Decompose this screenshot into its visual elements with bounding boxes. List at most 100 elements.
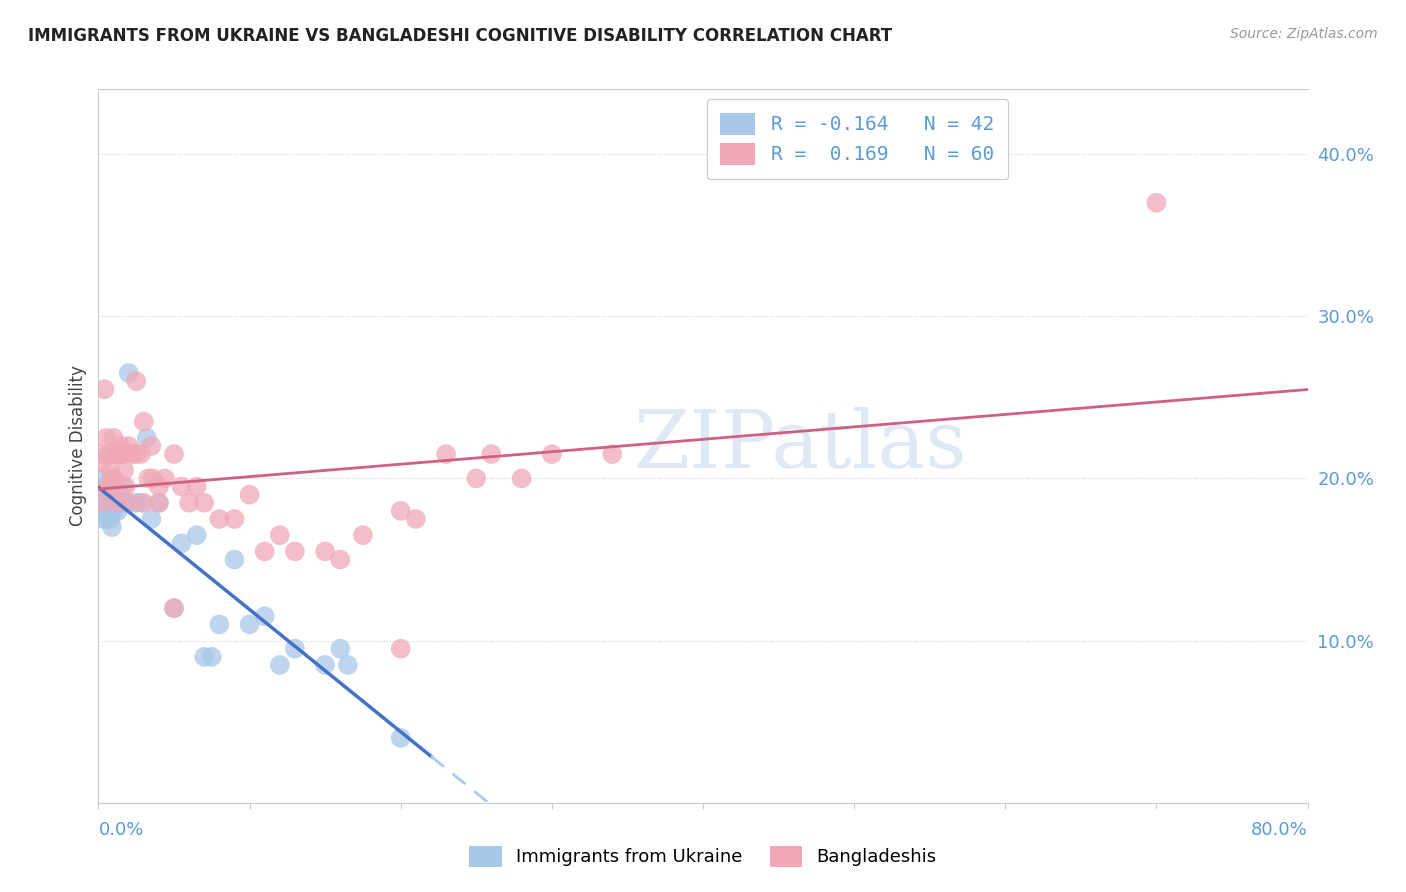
Point [329, 552, 352, 566]
Text: 80.0%: 80.0% [1251, 821, 1308, 838]
Point [100, 463, 122, 477]
Point [186, 479, 208, 493]
Text: IMMIGRANTS FROM UKRAINE VS BANGLADESHI COGNITIVE DISABILITY CORRELATION CHART: IMMIGRANTS FROM UKRAINE VS BANGLADESHI C… [28, 27, 893, 45]
Point [110, 447, 132, 461]
Point [148, 479, 170, 493]
Point [103, 504, 125, 518]
Point [163, 447, 186, 461]
Point [101, 471, 124, 485]
Point [193, 649, 215, 664]
Point [405, 512, 427, 526]
Point [129, 496, 152, 510]
Legend: R = -0.164   N = 42, R =  0.169   N = 60: R = -0.164 N = 42, R = 0.169 N = 60 [707, 99, 1008, 178]
Point [208, 617, 231, 632]
Point [89, 488, 111, 502]
Point [142, 471, 165, 485]
Point [107, 504, 129, 518]
Point [389, 731, 412, 745]
Point [389, 504, 412, 518]
Point [284, 544, 307, 558]
Y-axis label: Cognitive Disability: Cognitive Disability [69, 366, 87, 526]
Point [132, 496, 155, 510]
Point [94, 496, 117, 510]
Point [94, 431, 117, 445]
Point [148, 496, 170, 510]
Point [141, 439, 163, 453]
Point [141, 512, 163, 526]
Point [314, 544, 336, 558]
Point [89, 447, 111, 461]
Point [96, 479, 118, 493]
Point [90, 455, 112, 469]
Point [100, 512, 122, 526]
Point [602, 447, 624, 461]
Point [170, 479, 193, 493]
Point [91, 471, 114, 485]
Point [114, 479, 136, 493]
Text: 0.0%: 0.0% [98, 821, 143, 838]
Point [163, 601, 186, 615]
Point [105, 496, 128, 510]
Point [98, 504, 121, 518]
Point [98, 447, 121, 461]
Point [135, 431, 157, 445]
Point [253, 544, 276, 558]
Point [1144, 195, 1167, 210]
Point [314, 657, 336, 672]
Point [90, 496, 112, 510]
Point [284, 641, 307, 656]
Point [201, 649, 224, 664]
Point [170, 536, 193, 550]
Point [239, 617, 262, 632]
Point [111, 447, 134, 461]
Point [125, 374, 148, 388]
Point [336, 657, 359, 672]
Point [224, 512, 246, 526]
Point [114, 496, 136, 510]
Point [103, 496, 125, 510]
Point [510, 471, 533, 485]
Point [94, 504, 117, 518]
Point [118, 439, 141, 453]
Text: ZIPatlas: ZIPatlas [633, 407, 966, 485]
Point [136, 471, 159, 485]
Point [103, 431, 125, 445]
Point [352, 528, 374, 542]
Point [111, 479, 134, 493]
Point [93, 382, 115, 396]
Text: Source: ZipAtlas.com: Source: ZipAtlas.com [1230, 27, 1378, 41]
Point [329, 641, 352, 656]
Point [103, 479, 125, 493]
Point [132, 415, 155, 429]
Point [108, 447, 131, 461]
Point [105, 447, 128, 461]
Point [253, 609, 276, 624]
Point [104, 447, 127, 461]
Point [125, 447, 148, 461]
Point [112, 463, 135, 477]
Point [107, 496, 129, 510]
Point [96, 512, 118, 526]
Point [96, 496, 118, 510]
Point [93, 479, 115, 493]
Point [434, 447, 457, 461]
Point [179, 496, 201, 510]
Point [481, 447, 503, 461]
Point [163, 601, 186, 615]
Point [103, 471, 125, 485]
Point [129, 447, 152, 461]
Point [101, 520, 124, 534]
Point [224, 552, 246, 566]
Point [118, 496, 141, 510]
Point [91, 512, 114, 526]
Point [186, 528, 208, 542]
Point [91, 496, 114, 510]
Point [465, 471, 488, 485]
Point [125, 496, 148, 510]
Point [208, 512, 231, 526]
Point [110, 496, 132, 510]
Point [193, 496, 215, 510]
Point [153, 471, 176, 485]
Point [148, 496, 170, 510]
Point [269, 528, 291, 542]
